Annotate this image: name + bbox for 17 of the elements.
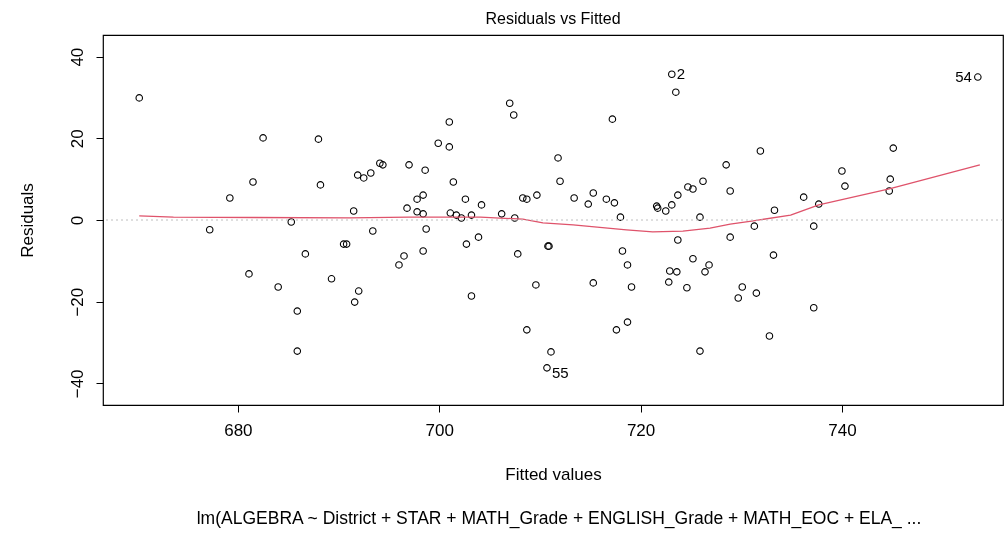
x-tick-label: 740 <box>828 420 857 440</box>
y-tick-label: 20 <box>67 129 87 149</box>
annotation: 55 <box>551 363 569 381</box>
line-series <box>138 164 981 233</box>
y-tick-label: 40 <box>67 47 87 67</box>
x-tick-label: 680 <box>224 420 253 440</box>
x-tick-label: 720 <box>626 420 656 440</box>
annotation: 54 <box>955 68 972 86</box>
y-tick-label: 0 <box>67 215 87 226</box>
chart-title: Residuals vs Fitted <box>485 10 621 27</box>
x-axis-title: Fitted values <box>505 464 602 484</box>
y-tick-label: −40 <box>67 369 87 399</box>
annotation: 2 <box>676 65 686 83</box>
y-axis-title: Residuals <box>17 183 37 258</box>
x-tick-label: 700 <box>425 420 454 440</box>
y-tick-label: −20 <box>67 287 87 317</box>
text: lm(ALGEBRA ~ District + STAR + MATH_Grade + ENGLISH_Grade + MATH_EOC + ELA_ ... <box>196 508 922 529</box>
